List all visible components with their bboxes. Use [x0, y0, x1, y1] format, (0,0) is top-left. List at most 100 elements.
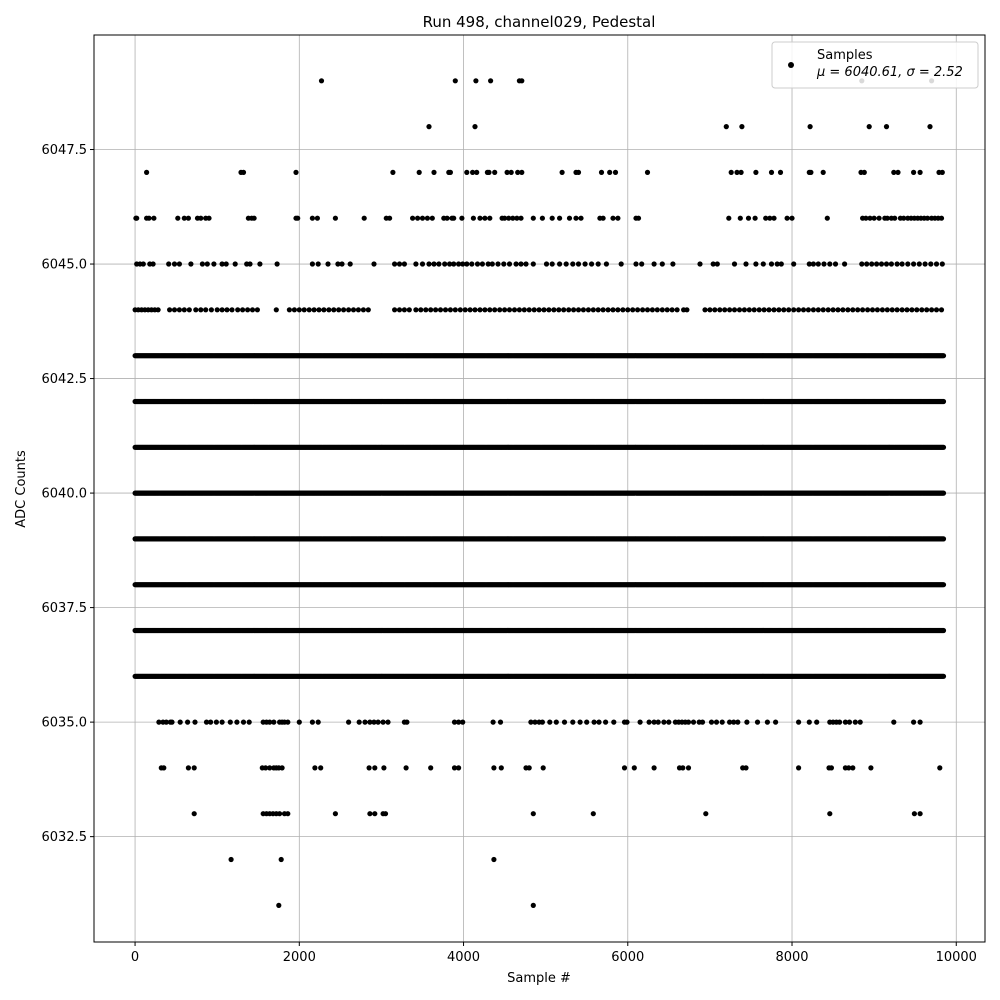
data-point: [472, 307, 478, 313]
data-point: [530, 811, 536, 817]
data-point: [362, 719, 368, 725]
data-point: [518, 261, 524, 267]
data-point: [372, 765, 378, 771]
data-point: [467, 307, 473, 313]
data-point: [659, 307, 665, 313]
data-point: [654, 307, 660, 313]
data-point: [728, 169, 734, 175]
data-point: [487, 215, 493, 221]
data-point: [318, 765, 324, 771]
data-point: [734, 169, 740, 175]
data-point: [584, 719, 590, 725]
data-point: [781, 307, 787, 313]
data-point: [651, 765, 657, 771]
data-point: [403, 765, 409, 771]
data-point: [456, 261, 462, 267]
data-point: [419, 261, 426, 267]
data-point: [410, 215, 416, 221]
data-point: [911, 169, 917, 175]
data-point: [331, 307, 337, 313]
data-point: [561, 307, 567, 313]
data-point: [876, 215, 882, 221]
data-point: [185, 719, 191, 725]
data-point: [767, 215, 773, 221]
data-point: [646, 719, 652, 725]
data-point: [796, 307, 802, 313]
data-point: [251, 215, 257, 221]
data-point: [768, 169, 775, 175]
data-point: [624, 719, 630, 725]
data-point: [263, 765, 269, 771]
data-point: [789, 215, 795, 221]
data-point: [472, 124, 478, 130]
data-point: [713, 719, 720, 725]
data-point: [249, 307, 256, 313]
data-point: [171, 261, 178, 267]
data-point: [404, 719, 410, 725]
data-point: [731, 261, 738, 267]
data-point: [605, 307, 611, 313]
data-point: [761, 307, 767, 313]
data-point: [575, 307, 582, 313]
data-point: [278, 856, 284, 863]
data-point: [285, 719, 291, 725]
data-point: [332, 811, 338, 817]
data-point: [213, 719, 219, 725]
data-point: [595, 307, 601, 313]
data-point: [938, 215, 945, 221]
data-point: [314, 215, 320, 221]
data-point: [191, 811, 197, 817]
data-point: [828, 765, 835, 771]
data-point: [276, 902, 282, 909]
data-point: [296, 307, 302, 313]
data-point: [924, 215, 931, 221]
data-point: [895, 169, 901, 175]
data-point: [938, 307, 945, 313]
data-point: [185, 765, 191, 771]
data-point: [462, 307, 468, 313]
data-point: [610, 215, 616, 221]
data-point: [815, 307, 821, 313]
data-point: [570, 719, 576, 725]
data-point: [754, 719, 761, 725]
data-point: [361, 215, 367, 221]
data-point: [436, 261, 442, 267]
data-point: [502, 307, 508, 313]
data-point: [871, 215, 877, 221]
data-point: [286, 307, 292, 313]
data-point: [456, 719, 462, 725]
data-point: [717, 307, 723, 313]
data-point: [413, 307, 419, 313]
data-point: [760, 261, 766, 267]
data-point: [575, 169, 582, 175]
data-point: [428, 307, 434, 313]
data-point: [791, 307, 797, 313]
data-point: [271, 719, 277, 725]
data-point: [796, 765, 802, 771]
data-point: [381, 765, 387, 771]
data-point: [857, 719, 863, 725]
data-point: [603, 719, 609, 725]
data-point: [367, 719, 373, 725]
data-point: [596, 719, 602, 725]
data-point: [850, 765, 856, 771]
data-point: [211, 261, 217, 267]
data-point: [350, 307, 357, 313]
data-point: [392, 261, 398, 267]
data-point: [753, 169, 759, 175]
data-point: [832, 261, 839, 267]
data-point: [727, 719, 733, 725]
data-point: [625, 307, 631, 313]
data-point: [491, 765, 497, 771]
data-point: [473, 78, 479, 84]
data-point: [150, 261, 156, 267]
data-point: [800, 307, 807, 313]
data-point: [360, 307, 366, 313]
data-point: [539, 719, 546, 725]
data-point: [615, 215, 621, 221]
data-point: [531, 307, 537, 313]
data-point: [167, 307, 173, 313]
data-point: [396, 261, 403, 267]
data-point: [390, 169, 396, 175]
data-point: [905, 261, 911, 267]
